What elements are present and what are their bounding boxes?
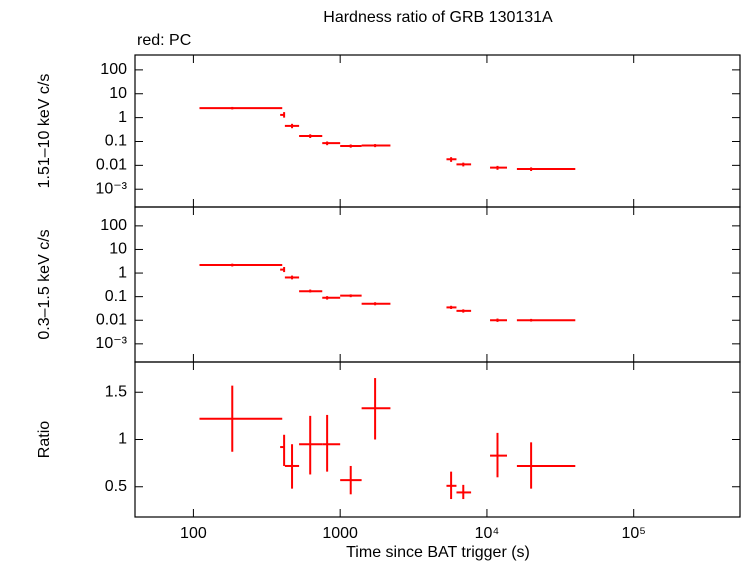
plot-frame	[134, 54, 741, 208]
y-axis-label: 0.3–1.5 keV c/s	[36, 229, 53, 339]
y-tick-label: 0.01	[96, 311, 127, 328]
y-tick-label: 0.1	[105, 288, 127, 305]
chart-title: Hardness ratio of GRB 130131A	[323, 9, 553, 26]
y-axis-label: Ratio	[36, 421, 53, 458]
y-tick-label: 100	[100, 217, 127, 234]
x-tick-label: 10⁵	[621, 525, 645, 542]
y-tick-label: 10⁻³	[95, 180, 127, 197]
y-tick-label: 10⁻³	[95, 335, 127, 352]
x-tick-label: 100	[180, 525, 207, 542]
y-tick-label: 100	[100, 61, 127, 78]
x-tick-label: 1000	[322, 525, 358, 542]
y-tick-label: 0.1	[105, 133, 127, 150]
plot-frame	[134, 206, 741, 363]
y-tick-label: 1.5	[105, 383, 127, 400]
x-axis-label: Time since BAT trigger (s)	[346, 544, 530, 561]
y-tick-label: 0.5	[105, 478, 127, 495]
y-axis-label: 1.51–10 keV c/s	[36, 74, 53, 189]
y-tick-label: 0.01	[96, 157, 127, 174]
plot-frame	[134, 361, 741, 518]
y-tick-label: 10	[109, 85, 127, 102]
y-tick-label: 1	[118, 264, 127, 281]
chart-subtitle: red: PC	[137, 32, 191, 49]
y-tick-label: 10	[109, 241, 127, 258]
x-tick-label: 10⁴	[475, 525, 500, 542]
y-tick-label: 1	[118, 431, 127, 448]
y-tick-label: 1	[118, 109, 127, 126]
